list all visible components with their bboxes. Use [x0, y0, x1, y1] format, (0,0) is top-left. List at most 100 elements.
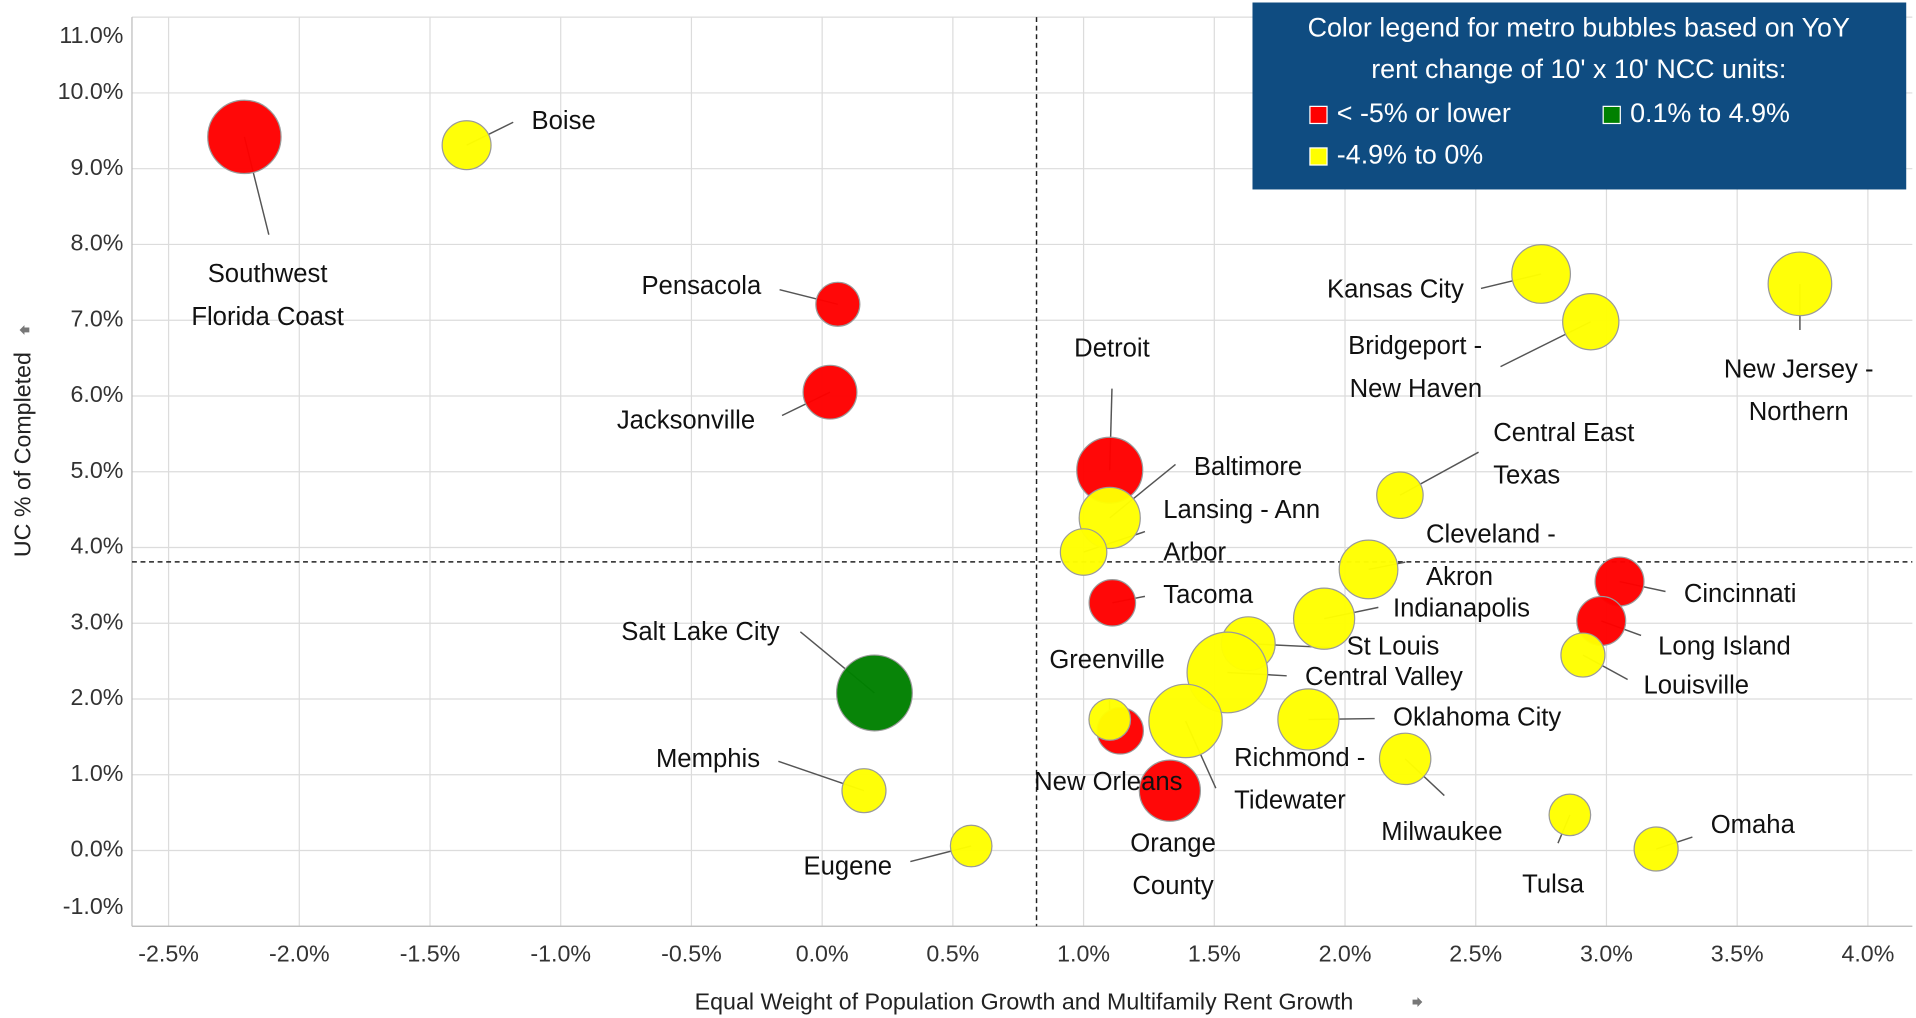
y-tick-label: 9.0% [71, 154, 124, 180]
bubble-label: Kansas City [1327, 276, 1464, 304]
bubble [1338, 539, 1399, 600]
label-line: Tidewater [1234, 786, 1346, 814]
label-line: Color legend for metro bubbles based on … [1308, 12, 1850, 42]
y-tick-label: 3.0% [71, 608, 124, 634]
legend-swatch [1309, 105, 1328, 125]
y-tick-label: 8.0% [71, 230, 124, 256]
bubble-label: New Orleans [1034, 768, 1182, 796]
bubble-label: Memphis [656, 745, 760, 773]
label-line: Central East [1493, 419, 1634, 447]
bubble-label: Baltimore [1194, 453, 1302, 481]
y-axis-title: UC % of Completed [10, 352, 36, 557]
label-line: Texas [1493, 461, 1560, 489]
x-tick-label: 0.0% [796, 941, 849, 967]
x-tick-label: -2.0% [269, 941, 330, 967]
bubble-label: Cleveland - Akron [1426, 520, 1556, 591]
legend-swatch [1602, 105, 1621, 125]
bubble [841, 768, 887, 814]
x-tick-label: 0.5% [926, 941, 979, 967]
legend: Color legend for metro bubbles based on … [1252, 2, 1907, 190]
bubble-label: Detroit [1074, 334, 1150, 362]
bubble-label: Eugene [804, 852, 892, 880]
bubble-label: Cincinnati [1684, 580, 1797, 608]
pin-icon [19, 325, 30, 335]
label-line: Northern [1749, 398, 1849, 426]
x-axis-title: Equal Weight of Population Growth and Mu… [695, 988, 1354, 1014]
legend-label: -4.9% to 0% [1337, 140, 1483, 170]
bubble [207, 99, 282, 175]
bubble [1378, 732, 1432, 786]
bubble-label: Bridgeport - New Haven [1348, 332, 1482, 403]
bubble-label: St Louis [1347, 632, 1440, 660]
bubble-label: Indianapolis [1393, 595, 1530, 623]
label-line: Florida Coast [191, 303, 344, 331]
y-tick-label: 6.0% [71, 381, 124, 407]
bubble-label: Long Island [1658, 632, 1791, 660]
label-line: County [1132, 872, 1213, 900]
legend-box [1252, 2, 1907, 190]
bubble [1560, 632, 1606, 678]
label-line: Bridgeport - [1348, 332, 1482, 360]
bubble [1548, 793, 1592, 837]
y-tick-label: -1.0% [63, 893, 124, 919]
x-tick-label: -0.5% [661, 941, 722, 967]
bubble-label: Greenville [1049, 646, 1165, 674]
pin-icon [1412, 997, 1423, 1007]
x-tick-label: 3.0% [1580, 941, 1633, 967]
bubble-label: Tacoma [1163, 581, 1254, 609]
label-line: Lansing - Ann [1163, 496, 1320, 524]
bubble [835, 654, 913, 732]
label-layer: Southwest Florida Coast Pensacola Jacksonvi… [191, 107, 1873, 900]
x-tick-label: 1.5% [1188, 941, 1241, 967]
bubble [1767, 251, 1833, 317]
x-tick-label: -2.5% [138, 941, 199, 967]
bubble-label: Lansing - Ann Arbor [1163, 496, 1320, 567]
bubble-label: Tulsa [1522, 871, 1585, 899]
y-tick-label: 4.0% [71, 533, 124, 559]
bubble-label: Pensacola [641, 272, 762, 300]
leader-layer [243, 121, 1801, 863]
bubble-label: Jacksonville [617, 406, 755, 434]
bubble [441, 120, 492, 171]
label-line: New Haven [1350, 375, 1483, 403]
bubble-layer [207, 99, 1833, 872]
bubble [1376, 471, 1424, 520]
legend-label: 0.1% to 4.9% [1630, 98, 1790, 128]
bubble-label: Boise [532, 107, 596, 135]
bubble [1138, 759, 1202, 822]
bubble [1148, 683, 1223, 759]
bubble [1059, 528, 1108, 576]
x-tick-label: 2.0% [1319, 941, 1372, 967]
y-tick-label: 5.0% [71, 457, 124, 483]
bubble-label: Louisville [1644, 672, 1750, 700]
bubble-label: New Jersey - Northern [1724, 355, 1874, 426]
bubble [815, 281, 861, 327]
label-line: New Jersey - [1724, 355, 1874, 383]
x-tick-label: -1.5% [400, 941, 461, 967]
bubble [1088, 698, 1132, 741]
bubble [1562, 293, 1620, 351]
bubble [949, 824, 993, 868]
x-tick-label: 3.5% [1711, 941, 1764, 967]
label-line: Southwest [208, 260, 328, 288]
bubble-label: Central East Texas [1493, 419, 1634, 490]
bubble-label: Salt Lake City [621, 618, 779, 646]
bubble [1277, 688, 1340, 751]
label-line: Richmond - [1234, 744, 1365, 772]
label-line: Akron [1426, 563, 1493, 591]
y-tick-label: 11.0% [59, 22, 123, 48]
bubble-label: Milwaukee [1381, 818, 1502, 846]
bubble [1511, 244, 1572, 304]
x-tick-label: -1.0% [530, 941, 591, 967]
bubble [802, 364, 858, 420]
legend-title: Color legend for metro bubbles based on … [1308, 12, 1850, 84]
bubble [1633, 826, 1679, 872]
bubble-label: Oklahoma City [1393, 703, 1561, 731]
x-tick-label: 2.5% [1449, 941, 1502, 967]
bubble-label: Orange County [1130, 829, 1216, 900]
legend-swatch [1309, 147, 1328, 166]
bubble-label: Central Valley [1305, 663, 1463, 691]
y-tick-label: 0.0% [71, 836, 124, 862]
label-line: Orange [1130, 829, 1216, 857]
